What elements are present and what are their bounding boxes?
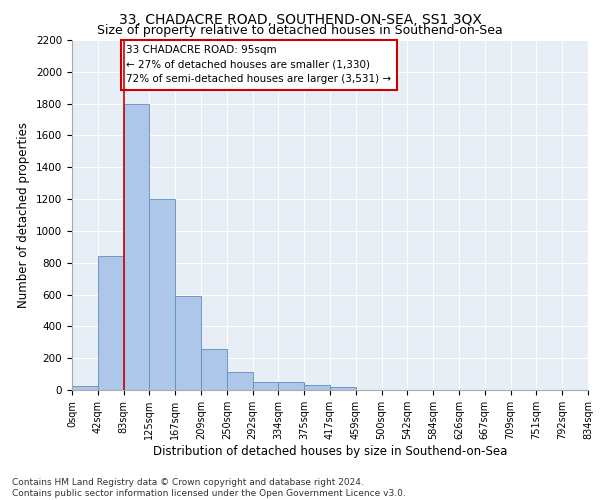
Text: 33 CHADACRE ROAD: 95sqm
← 27% of detached houses are smaller (1,330)
72% of semi: 33 CHADACRE ROAD: 95sqm ← 27% of detache… <box>126 45 391 84</box>
Bar <box>175 296 201 390</box>
Y-axis label: Number of detached properties: Number of detached properties <box>17 122 31 308</box>
Text: 33, CHADACRE ROAD, SOUTHEND-ON-SEA, SS1 3QX: 33, CHADACRE ROAD, SOUTHEND-ON-SEA, SS1 … <box>119 12 481 26</box>
Bar <box>304 385 330 390</box>
Bar <box>149 199 175 390</box>
X-axis label: Distribution of detached houses by size in Southend-on-Sea: Distribution of detached houses by size … <box>153 444 507 458</box>
Bar <box>201 348 227 390</box>
Bar <box>72 386 98 390</box>
Bar <box>253 382 278 390</box>
Bar <box>98 256 124 390</box>
Text: Size of property relative to detached houses in Southend-on-Sea: Size of property relative to detached ho… <box>97 24 503 37</box>
Bar <box>330 387 356 390</box>
Text: Contains HM Land Registry data © Crown copyright and database right 2024.
Contai: Contains HM Land Registry data © Crown c… <box>12 478 406 498</box>
Bar <box>227 372 253 390</box>
Bar <box>124 104 149 390</box>
Bar <box>278 382 304 390</box>
